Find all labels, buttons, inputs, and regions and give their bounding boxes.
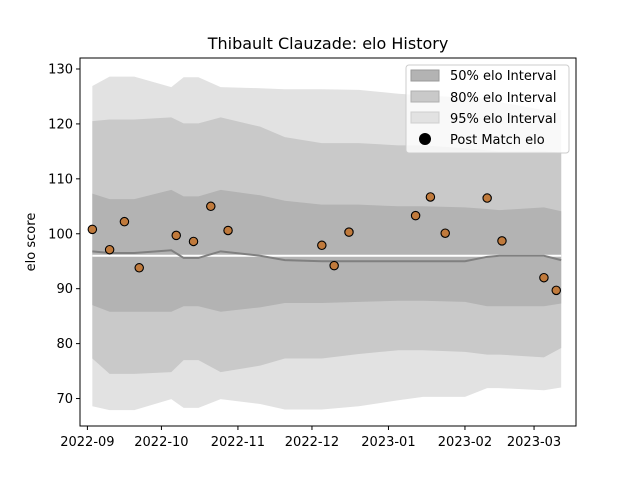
- legend-label-post-match: Post Match elo: [450, 133, 545, 148]
- y-tick-label: 70: [56, 392, 73, 407]
- data-point: [87, 224, 98, 235]
- y-tick-label: 130: [48, 62, 73, 77]
- y-tick-label: 100: [48, 227, 73, 242]
- data-point: [188, 236, 199, 247]
- plot-area: [87, 76, 562, 411]
- mean-elo-line: [92, 249, 562, 263]
- x-tick-label: 2023-03: [507, 435, 561, 450]
- mean-line: [92, 249, 562, 263]
- legend-label-80: 80% elo Interval: [450, 91, 557, 106]
- data-point: [425, 192, 436, 202]
- axes-frame: [79, 57, 577, 427]
- data-point: [482, 193, 492, 203]
- x-tick-label: 2023-02: [438, 435, 492, 450]
- data-point: [551, 285, 562, 296]
- chart-title: Thibault Clauzade: elo History: [207, 34, 449, 53]
- y-axis: 70 80 90 100 110 120 130: [48, 62, 80, 407]
- x-tick-label: 2022-12: [285, 435, 339, 450]
- y-tick-label: 110: [48, 172, 73, 187]
- data-point: [497, 236, 507, 246]
- x-tick-label: 2022-11: [211, 435, 265, 450]
- legend-label-95: 95% elo Interval: [450, 112, 557, 127]
- data-point: [440, 228, 450, 238]
- x-tick-label: 2023-01: [361, 435, 415, 450]
- band-50: [92, 189, 562, 312]
- data-point: [344, 227, 354, 237]
- legend-swatch-80: [410, 90, 440, 103]
- x-tick-label: 2022-10: [134, 435, 188, 450]
- y-axis-label: elo score: [24, 213, 39, 272]
- legend-swatch-95: [410, 111, 440, 124]
- data-point: [104, 244, 115, 255]
- data-point: [134, 263, 144, 273]
- post-match-points: [87, 192, 562, 296]
- x-tick-label: 2022-09: [60, 435, 114, 450]
- legend-swatch-50: [410, 69, 440, 82]
- legend: 50% elo Interval 80% elo Interval 95% el…: [405, 64, 570, 154]
- data-point: [119, 216, 130, 227]
- x-axis: 2022-09 2022-10 2022-11 2022-12 2023-01 2023-…: [60, 426, 561, 450]
- y-tick-label: 80: [56, 337, 73, 352]
- interval-bands: [92, 76, 562, 411]
- data-point: [317, 240, 327, 251]
- legend-label-50: 50% elo Interval: [450, 69, 557, 84]
- legend-box: [405, 64, 570, 154]
- legend-marker-post-match: [419, 133, 431, 145]
- data-point: [171, 230, 181, 241]
- y-tick-label: 120: [48, 117, 73, 132]
- data-point: [329, 260, 339, 271]
- data-point: [539, 272, 549, 283]
- data-point: [223, 225, 233, 236]
- data-point: [206, 201, 216, 212]
- y-tick-label: 90: [56, 282, 73, 297]
- data-point: [410, 210, 421, 221]
